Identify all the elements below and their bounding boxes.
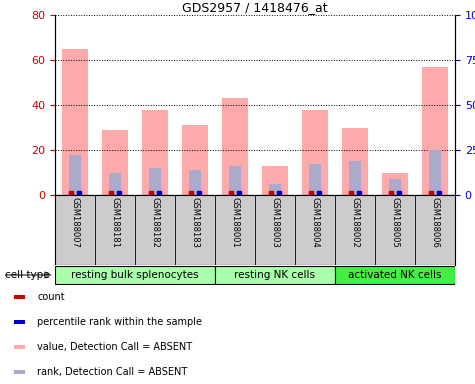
- Text: activated NK cells: activated NK cells: [348, 270, 442, 280]
- Text: GSM188001: GSM188001: [230, 197, 239, 248]
- Text: cell type: cell type: [5, 270, 49, 280]
- Text: GSM188181: GSM188181: [111, 197, 120, 248]
- Bar: [190, 170, 200, 195]
- Text: GSM188183: GSM188183: [190, 197, 200, 248]
- Text: GSM188006: GSM188006: [430, 197, 439, 248]
- Bar: [382, 172, 408, 195]
- Text: value, Detection Call = ABSENT: value, Detection Call = ABSENT: [38, 342, 192, 352]
- Text: rank, Detection Call = ABSENT: rank, Detection Call = ABSENT: [38, 367, 188, 377]
- Bar: [335, 266, 455, 284]
- Bar: [309, 164, 321, 195]
- Text: percentile rank within the sample: percentile rank within the sample: [38, 317, 202, 327]
- Bar: [102, 130, 128, 195]
- Text: count: count: [38, 292, 65, 302]
- Text: resting bulk splenocytes: resting bulk splenocytes: [71, 270, 199, 280]
- Bar: [390, 179, 400, 195]
- Bar: [14, 345, 26, 349]
- Bar: [269, 184, 281, 195]
- Bar: [215, 266, 335, 284]
- Text: resting NK cells: resting NK cells: [235, 270, 315, 280]
- Bar: [14, 320, 26, 324]
- Bar: [14, 369, 26, 374]
- Bar: [14, 295, 26, 300]
- Bar: [62, 49, 88, 195]
- Bar: [350, 161, 361, 195]
- Bar: [182, 125, 208, 195]
- Title: GDS2957 / 1418476_at: GDS2957 / 1418476_at: [182, 1, 328, 14]
- Bar: [222, 98, 248, 195]
- Bar: [262, 166, 288, 195]
- Bar: [229, 166, 241, 195]
- Text: GSM188003: GSM188003: [270, 197, 279, 248]
- Text: GSM188004: GSM188004: [311, 197, 320, 248]
- Bar: [342, 127, 368, 195]
- Text: GSM188002: GSM188002: [351, 197, 360, 248]
- Bar: [422, 67, 448, 195]
- Text: GSM188005: GSM188005: [390, 197, 399, 248]
- Bar: [69, 154, 81, 195]
- Bar: [429, 150, 441, 195]
- Bar: [142, 109, 168, 195]
- Text: GSM188182: GSM188182: [151, 197, 160, 248]
- Bar: [150, 168, 161, 195]
- Bar: [109, 172, 121, 195]
- Bar: [302, 109, 328, 195]
- Text: GSM188007: GSM188007: [70, 197, 79, 248]
- Bar: [55, 266, 215, 284]
